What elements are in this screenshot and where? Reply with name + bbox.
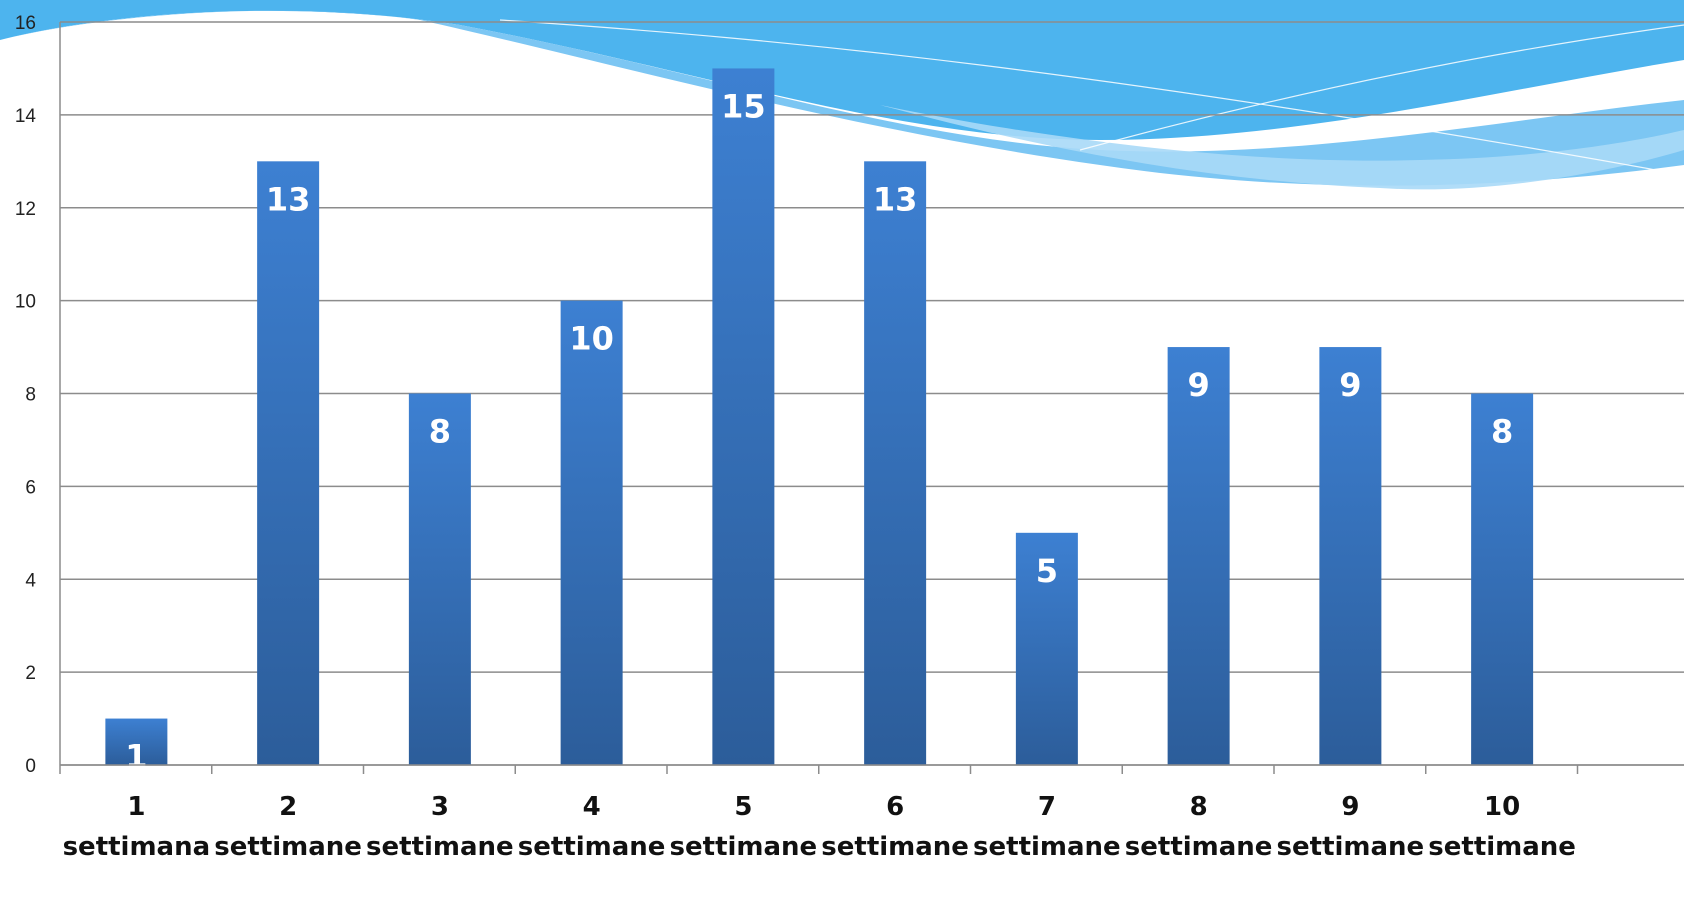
y-tick-label: 12 xyxy=(15,199,36,220)
x-category-number: 1 xyxy=(127,792,145,822)
x-category-unit: settimane xyxy=(1125,832,1273,862)
x-category-unit: settimane xyxy=(1428,832,1576,862)
bar-data-label: 13 xyxy=(266,180,311,218)
bar-data-label: 9 xyxy=(1339,366,1361,404)
y-tick-label: 14 xyxy=(15,106,37,127)
bar-data-label: 15 xyxy=(721,87,766,125)
bar-data-label: 1 xyxy=(125,738,147,776)
x-category-unit: settimane xyxy=(518,832,666,862)
y-tick-label: 10 xyxy=(15,292,36,313)
background-wave xyxy=(0,0,1684,189)
y-axis-tick-labels: 0 2 4 6 8 10 12 14 16 xyxy=(15,13,37,777)
bar xyxy=(864,161,926,765)
x-category-unit: settimane xyxy=(214,832,362,862)
x-category-number: 9 xyxy=(1341,792,1359,822)
x-category-unit: settimane xyxy=(670,832,818,862)
x-category-number: 2 xyxy=(279,792,297,822)
bar xyxy=(1319,347,1381,765)
x-category-unit: settimane xyxy=(973,832,1121,862)
bar-data-label: 8 xyxy=(429,413,451,451)
x-category-number: 4 xyxy=(583,792,601,822)
bar-data-label: 8 xyxy=(1491,413,1513,451)
x-category-number: 7 xyxy=(1038,792,1056,822)
bar-data-label: 5 xyxy=(1036,552,1058,590)
bar xyxy=(1168,347,1230,765)
bar-data-label: 13 xyxy=(873,180,918,218)
y-tick-label: 4 xyxy=(25,570,36,591)
y-tick-label: 2 xyxy=(25,663,36,684)
y-tick-label: 6 xyxy=(25,477,36,498)
x-category-number: 3 xyxy=(431,792,449,822)
x-category-number: 6 xyxy=(886,792,904,822)
x-category-unit: settimane xyxy=(1277,832,1425,862)
x-category-unit: settimane xyxy=(366,832,514,862)
bar xyxy=(561,301,623,765)
bar-data-label: 9 xyxy=(1187,366,1209,404)
y-tick-label: 16 xyxy=(15,13,36,34)
x-category-number: 10 xyxy=(1484,792,1520,822)
x-category-number: 5 xyxy=(734,792,752,822)
bar xyxy=(712,68,774,765)
bar-data-label: 10 xyxy=(569,320,614,358)
x-category-unit: settimane xyxy=(821,832,969,862)
y-tick-label: 0 xyxy=(25,756,36,777)
x-category-unit: settimana xyxy=(63,832,211,862)
y-tick-label: 8 xyxy=(25,385,36,406)
bar xyxy=(257,161,319,765)
x-category-number: 8 xyxy=(1190,792,1208,822)
x-axis-category-labels: 1 settimana 2 settimane 3 settimane 4 settimane… xyxy=(63,792,1576,862)
